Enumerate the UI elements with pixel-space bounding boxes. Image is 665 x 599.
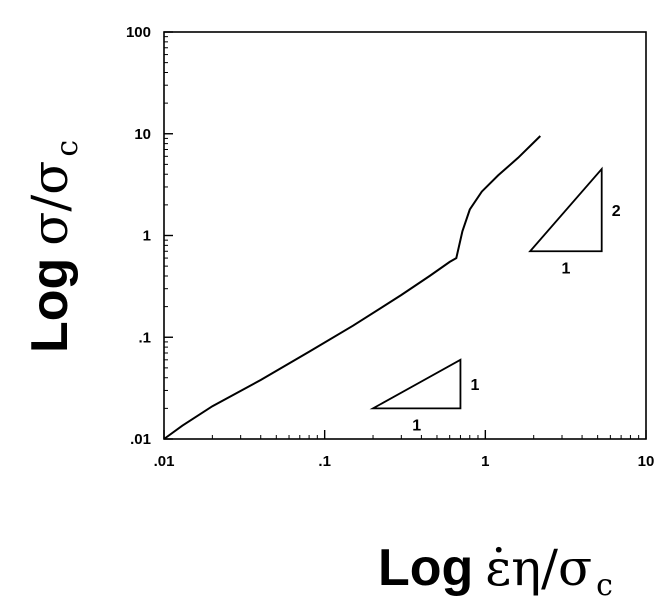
x-tick-label: 1 bbox=[481, 453, 489, 470]
tick-labels: .01 .1 1 10 .01 .1 1 10 100 bbox=[126, 24, 654, 470]
x-tick-label: 10 bbox=[638, 453, 655, 470]
slope-triangle-rise-label: 1 bbox=[470, 377, 479, 394]
plot-frame bbox=[163, 31, 647, 440]
x-tick-label: .1 bbox=[318, 453, 331, 470]
slope-triangle-run-label: 1 bbox=[412, 417, 421, 434]
tick-marks bbox=[163, 31, 647, 440]
x-axis-title: Log ε̇η/σ c bbox=[378, 539, 613, 599]
data-series-line bbox=[163, 135, 542, 440]
y-tick-label: 1 bbox=[143, 228, 151, 245]
slope-triangle-1 bbox=[369, 358, 462, 410]
y-axis-title: Log σ/σ c bbox=[21, 140, 85, 353]
y-tick-label: .01 bbox=[130, 431, 151, 448]
x-tick-label: .01 bbox=[154, 453, 175, 470]
y-tick-label: .1 bbox=[138, 329, 151, 346]
slope-triangle-rise-label: 2 bbox=[612, 203, 621, 220]
slope-triangles: 1 1 1 2 bbox=[369, 166, 621, 434]
slope-triangle-run-label: 1 bbox=[561, 260, 570, 277]
y-tick-label: 100 bbox=[126, 24, 151, 41]
y-tick-label: 10 bbox=[134, 126, 151, 143]
slope-triangle-2 bbox=[528, 166, 603, 253]
